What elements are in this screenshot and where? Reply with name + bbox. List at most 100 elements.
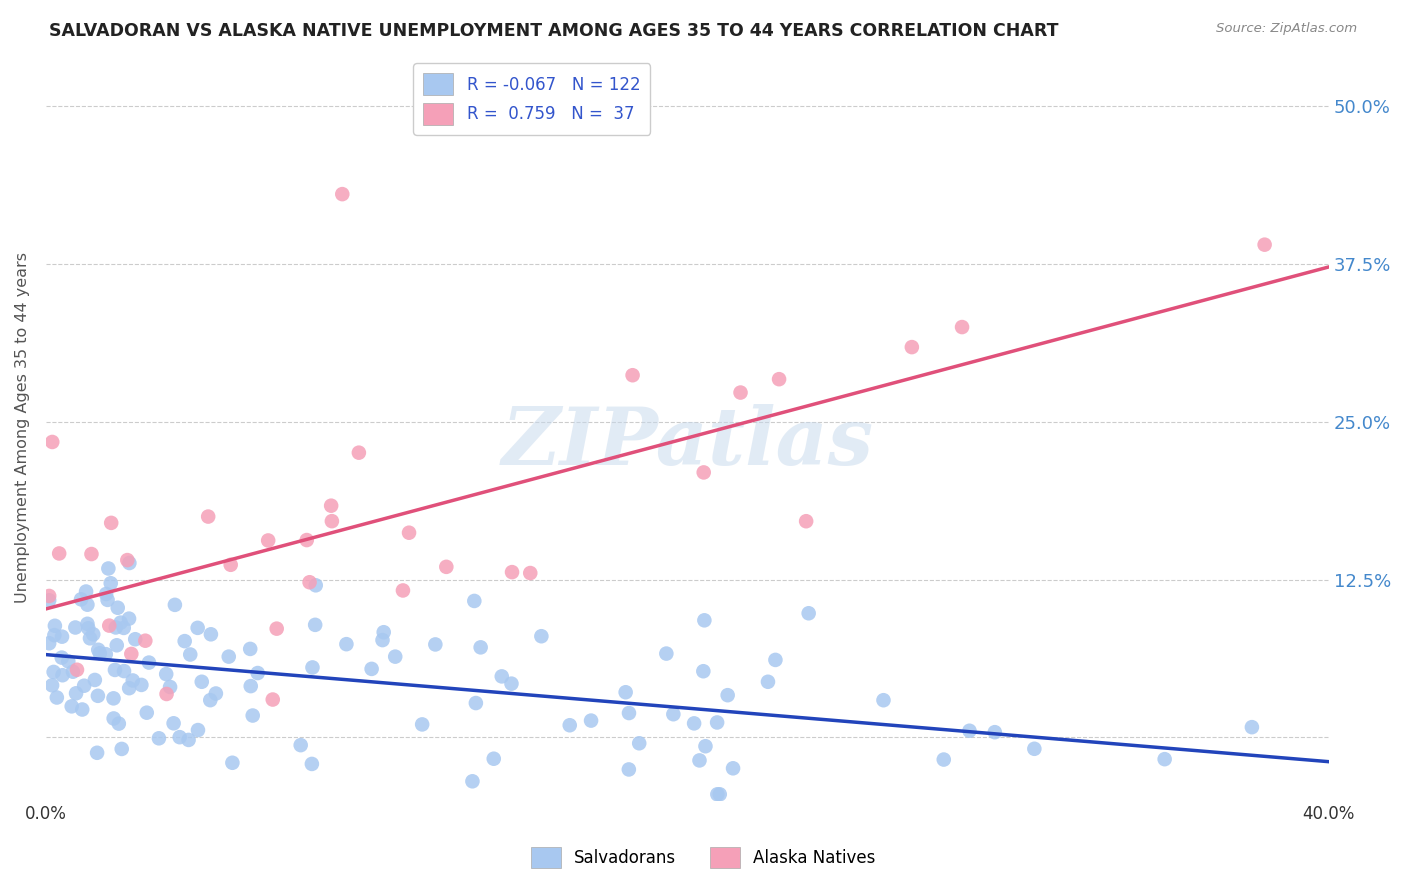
Point (51, 668, 73, 682)
Point (242, 708, 264, 723)
Point (491, 669, 513, 683)
Point (94, 587, 117, 601)
Point (579, 714, 602, 728)
Point (398, 525, 420, 540)
Point (984, 725, 1007, 739)
Point (371, 633, 394, 648)
Point (768, 372, 790, 386)
Point (38, 589, 60, 603)
Point (692, 664, 714, 678)
Point (558, 718, 581, 732)
Point (797, 607, 820, 621)
Point (169, 730, 191, 744)
Point (197, 509, 219, 524)
Point (135, 706, 157, 720)
Point (51, 630, 73, 644)
Legend: Salvadorans, Alaska Natives: Salvadorans, Alaska Natives (524, 840, 882, 875)
Point (111, 742, 134, 756)
Point (709, 787, 731, 801)
Point (105, 638, 128, 652)
Text: ZIPatlas: ZIPatlas (502, 404, 873, 482)
Point (1024, 741, 1046, 756)
Point (124, 632, 146, 647)
Point (87, 689, 110, 703)
Point (112, 664, 135, 678)
Point (82, 627, 104, 641)
Point (392, 583, 415, 598)
Point (501, 676, 523, 690)
Point (70, 702, 93, 716)
Point (262, 692, 284, 706)
Point (100, 516, 122, 530)
Point (177, 733, 200, 747)
Point (1240, 720, 1263, 734)
Point (335, 637, 357, 651)
Point (76, 616, 98, 631)
Point (301, 660, 323, 674)
Text: SALVADORAN VS ALASKA NATIVE UNEMPLOYMENT AMONG AGES 35 TO 44 YEARS CORRELATION C: SALVADORAN VS ALASKA NATIVE UNEMPLOYMENT… (49, 22, 1059, 40)
Point (179, 648, 201, 662)
Point (298, 575, 321, 590)
Point (706, 787, 728, 801)
Point (131, 678, 153, 692)
Point (97, 561, 120, 575)
Point (155, 687, 177, 701)
Point (794, 514, 817, 528)
Point (134, 633, 156, 648)
Point (347, 445, 370, 459)
Point (87, 642, 110, 657)
Point (872, 693, 894, 707)
Point (89, 646, 111, 660)
Point (200, 627, 222, 641)
Point (693, 466, 716, 480)
Point (756, 674, 779, 689)
Point (301, 756, 323, 771)
Point (155, 667, 177, 681)
Point (655, 647, 678, 661)
Point (110, 615, 132, 630)
Point (470, 640, 492, 655)
Point (411, 717, 433, 731)
Point (730, 385, 752, 400)
Point (384, 649, 406, 664)
Point (41, 434, 63, 449)
Point (932, 753, 955, 767)
Point (44, 619, 66, 633)
Point (98, 618, 121, 632)
Point (62, 665, 84, 679)
Point (118, 556, 141, 570)
Point (121, 673, 143, 688)
Point (221, 756, 243, 770)
Point (266, 622, 288, 636)
Point (246, 666, 269, 681)
Point (104, 620, 127, 634)
Point (295, 533, 318, 547)
Point (173, 634, 195, 648)
Point (482, 752, 505, 766)
Point (239, 641, 262, 656)
Point (501, 565, 523, 579)
Point (373, 625, 395, 640)
Point (218, 649, 240, 664)
Point (304, 617, 326, 632)
Point (86, 746, 108, 760)
Point (1153, 752, 1175, 766)
Point (41, 678, 63, 692)
Point (163, 598, 186, 612)
Point (689, 753, 711, 767)
Point (187, 723, 209, 737)
Point (257, 533, 280, 548)
Point (94, 647, 117, 661)
Point (683, 716, 706, 731)
Point (77, 621, 100, 635)
Point (330, 187, 353, 202)
Point (461, 774, 484, 789)
Point (239, 679, 262, 693)
Point (219, 558, 242, 572)
Point (617, 706, 640, 720)
Point (628, 736, 651, 750)
Point (120, 647, 142, 661)
Point (51, 650, 73, 665)
Point (138, 656, 160, 670)
Point (463, 594, 485, 608)
